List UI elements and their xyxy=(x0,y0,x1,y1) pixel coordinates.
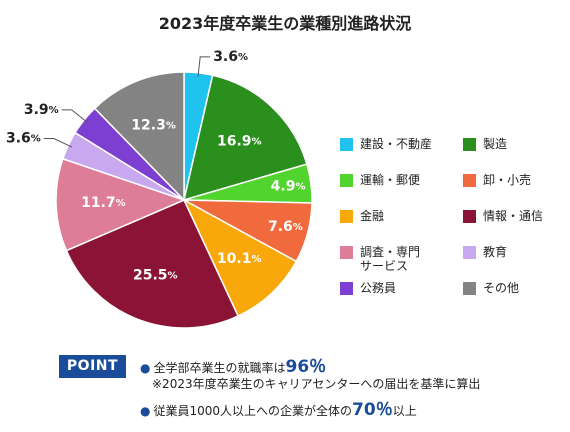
legend-item: その他 xyxy=(463,281,519,295)
legend-label: 運輸・郵便 xyxy=(360,173,421,187)
pie-slice xyxy=(65,199,240,329)
legend-swatch xyxy=(463,210,476,223)
legend-swatch xyxy=(463,138,476,151)
legend-label: 卸・小売 xyxy=(483,173,532,187)
legend-item: 調査・専門 サービス xyxy=(340,245,420,273)
bullet-icon: ● xyxy=(140,361,151,375)
pie-chart: 3.6% 16.9% 4.9% 7.6% 10.1% 25.5% 11.7% 3.6% 3.9%… xyxy=(6,49,313,329)
point-line3-suffix: 以上 xyxy=(392,404,417,418)
legend-label: その他 xyxy=(483,281,520,295)
legend-label: 調査・専門 サービス xyxy=(360,245,421,273)
point-line1-prefix: 全学部卒業生の就職率は xyxy=(153,361,286,375)
pie-slice xyxy=(93,71,185,202)
point-line2-text: ※2023年度卒業生のキャリアセンターへの届出を基準に算出 xyxy=(152,377,481,391)
leader-line xyxy=(61,109,88,123)
slice-value-label: 3.6% xyxy=(213,49,248,65)
legend-swatch xyxy=(340,174,353,187)
legend-item: 製造 xyxy=(463,137,507,151)
legend-label: 教育 xyxy=(483,245,508,259)
legend-item: 金融 xyxy=(340,209,384,223)
legend-item: 運輸・郵便 xyxy=(340,173,420,187)
slice-value-label: 12.3% xyxy=(131,117,176,133)
legend-label: 情報・通信 xyxy=(483,209,544,223)
legend-item: 公務員 xyxy=(340,281,396,295)
slice-value-label: 25.5% xyxy=(133,267,178,283)
pie-slice xyxy=(182,198,298,318)
point-badge: POINT xyxy=(59,355,126,378)
legend-swatch xyxy=(340,282,353,295)
legend-swatch xyxy=(463,174,476,187)
legend-swatch xyxy=(463,246,476,259)
legend-swatch xyxy=(340,246,353,259)
point-line3-value: 70％ xyxy=(352,400,393,420)
legend-item: 情報・通信 xyxy=(463,209,543,223)
slice-value-label: 7.6% xyxy=(268,219,303,235)
legend-swatch xyxy=(340,138,353,151)
point-line3-prefix: 従業員1000人以上への企業が全体の xyxy=(153,404,353,418)
point-line1-value: 96％ xyxy=(285,357,327,377)
legend-label: 金融 xyxy=(360,209,385,223)
slice-value-label: 11.7% xyxy=(81,195,126,211)
legend-label: 製造 xyxy=(483,137,508,151)
point-line-employment-rate: ● 全学部卒業生の就職率は96％ xyxy=(140,352,326,377)
leader-line xyxy=(197,56,211,77)
leader-line xyxy=(43,138,73,148)
bullet-icon: ● xyxy=(140,404,151,418)
point-line-large-companies: ● 従業員1000人以上への企業が全体の70％以上 xyxy=(140,395,417,420)
legend-label: 公務員 xyxy=(360,281,397,295)
legend-swatch xyxy=(463,282,476,295)
legend-item: 教育 xyxy=(463,245,507,259)
pie-slice xyxy=(182,74,308,202)
slice-value-label: 16.9% xyxy=(217,133,262,149)
legend-label: 建設・不動産 xyxy=(360,137,433,151)
point-line-note: ※2023年度卒業生のキャリアセンターへの届出を基準に算出 xyxy=(152,375,480,392)
slice-value-label: 4.9% xyxy=(271,178,306,194)
legend-swatch xyxy=(340,210,353,223)
legend-item: 建設・不動産 xyxy=(340,137,432,151)
slice-value-label: 3.9% xyxy=(24,102,59,118)
slice-value-label: 3.6% xyxy=(6,131,41,147)
chart-title: 2023年度卒業生の業種別進路状況 xyxy=(158,14,412,33)
legend-item: 卸・小売 xyxy=(463,173,531,187)
pie-slice xyxy=(55,157,187,252)
slice-value-label: 10.1% xyxy=(217,251,262,267)
